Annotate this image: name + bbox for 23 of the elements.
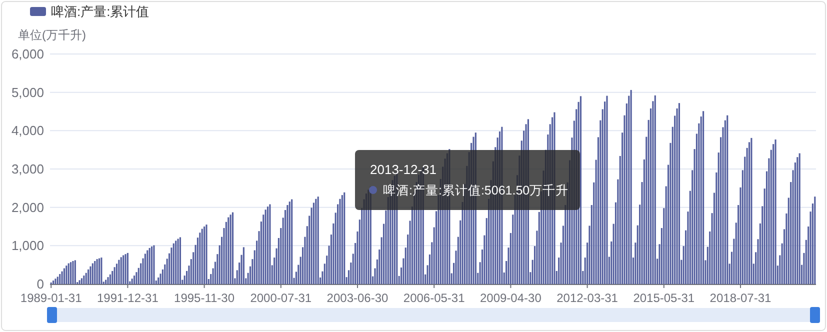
- x-tick-label: 1991-12-31: [97, 291, 159, 305]
- legend-label: 啤酒:产量:累计值: [51, 4, 150, 19]
- tooltip: 2013-12-31 啤酒:产量:累计值:5061.50万千升: [355, 150, 580, 210]
- y-tick-label: 1,000: [11, 238, 44, 254]
- y-tick-label: 3,000: [11, 162, 44, 176]
- x-tick-label: 1989-01-31: [20, 291, 82, 305]
- x-tick-label: 2018-07-31: [710, 291, 772, 305]
- annotation: 2013-12-31: [370, 162, 436, 177]
- x-tick-label: 2000-07-31: [250, 291, 312, 305]
- y-tick-label: 5,000: [11, 84, 44, 100]
- annotation: 啤酒:产量:累计值:5061.50万千升: [383, 184, 569, 198]
- x-tick-label: 2012-03-31: [556, 291, 618, 305]
- legend: 啤酒:产量:累计值: [30, 4, 150, 19]
- x-tick-label: 2009-04-30: [480, 291, 542, 305]
- x-tick-label: 2003-06-30: [326, 291, 389, 305]
- y-tick-label: 6,000: [11, 46, 44, 62]
- y-tick-label: 0: [36, 276, 44, 292]
- y-tick-label: 4,000: [11, 123, 44, 138]
- x-tick-label: 2015-05-31: [633, 291, 695, 305]
- y-tick-label: 2,000: [11, 200, 44, 215]
- x-tick-label: 2006-05-31: [403, 291, 466, 305]
- y-axis-title: 单位(万千升): [18, 28, 86, 42]
- x-tick-label: 1995-11-30: [174, 291, 235, 305]
